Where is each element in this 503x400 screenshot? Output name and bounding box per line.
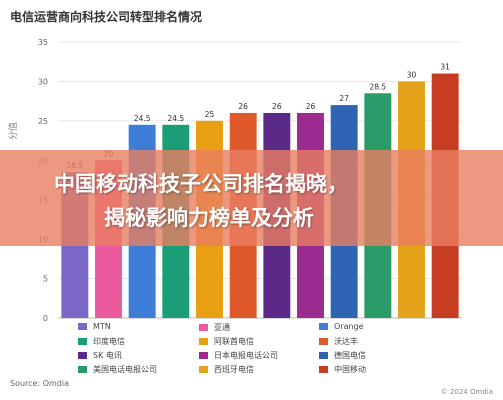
legend-item: 印度电信: [78, 336, 125, 347]
y-tick-label-0: 0: [43, 314, 48, 323]
y-tick-label-25: 25: [38, 117, 48, 126]
legend-label: Orange: [334, 322, 364, 331]
legend-label: MTN: [93, 322, 111, 331]
legend-item: SK 电讯: [78, 350, 122, 361]
y-tick-label-30: 30: [38, 77, 48, 86]
legend-swatch: [199, 352, 208, 359]
chart-title: 电信运营商向科技公司转型排名情况: [10, 10, 203, 24]
bar-value-label-11: 30: [407, 70, 417, 79]
legend-item: MTN: [78, 322, 111, 331]
legend-item: Orange: [319, 322, 364, 331]
legend-label: SK 电讯: [93, 351, 122, 360]
legend-swatch: [199, 324, 208, 331]
legend-swatch: [199, 366, 208, 373]
legend-label: 沃达丰: [334, 337, 358, 346]
legend-label: 亚通: [214, 323, 230, 332]
y-axis-label: 分值: [9, 121, 19, 140]
bar-value-label-6: 26: [238, 102, 248, 111]
banner-headline-line-1: 中国移动科技子公司排名揭晓，: [54, 172, 348, 196]
source-note: Source: Omdia: [10, 379, 70, 388]
legend-item: 阿联酋电信: [199, 336, 254, 347]
legend-label: 印度电信: [93, 337, 125, 346]
legend-swatch: [78, 352, 87, 359]
legend-label: 西班牙电信: [214, 365, 254, 374]
legend-label: 美国电话电报公司: [93, 365, 157, 374]
legend-label: 中国移动: [334, 365, 366, 374]
legend-item: 中国移动: [319, 364, 366, 375]
legend-item: 德国电信: [319, 350, 366, 361]
legend-label: 日本电报电话公司: [214, 351, 278, 360]
y-tick-label-5: 5: [43, 275, 48, 284]
legend-item: 西班牙电信: [199, 364, 254, 375]
bar-value-label-3: 24.5: [134, 114, 151, 123]
legend-swatch: [319, 323, 328, 330]
legend-swatch: [78, 323, 87, 330]
legend-swatch: [319, 338, 328, 345]
chart-legend: MTN 亚通 Orange 印度电信 阿联酋电信 沃达丰 SK 电讯 日本电报电话公司 德国电信…: [78, 322, 438, 382]
bar-value-label-7: 26: [272, 102, 282, 111]
y-tick-label-35: 35: [38, 38, 48, 47]
legend-swatch: [319, 352, 328, 359]
bar-value-label-12: 31: [440, 63, 450, 72]
legend-swatch: [319, 366, 328, 373]
legend-swatch: [78, 366, 87, 373]
legend-item: 沃达丰: [319, 336, 358, 347]
bar-value-label-5: 25: [205, 110, 215, 119]
legend-swatch: [78, 338, 87, 345]
copyright-note: © 2024 Omdia: [440, 388, 493, 396]
legend-swatch: [199, 338, 208, 345]
legend-item: 亚通: [199, 322, 230, 333]
banner-headline-line-2: 揭秘影响力榜单及分析: [104, 206, 314, 230]
legend-item: 日本电报电话公司: [199, 350, 278, 361]
bar-value-label-10: 28.5: [369, 82, 386, 91]
headline-banner: 中国移动科技子公司排名揭晓， 揭秘影响力榜单及分析: [0, 150, 503, 246]
bar-value-label-8: 26: [306, 102, 316, 111]
legend-item: 美国电话电报公司: [78, 364, 157, 375]
bar-value-label-9: 27: [339, 94, 349, 103]
legend-label: 阿联酋电信: [214, 337, 254, 346]
bar-value-label-4: 24.5: [167, 114, 184, 123]
legend-label: 德国电信: [334, 351, 366, 360]
